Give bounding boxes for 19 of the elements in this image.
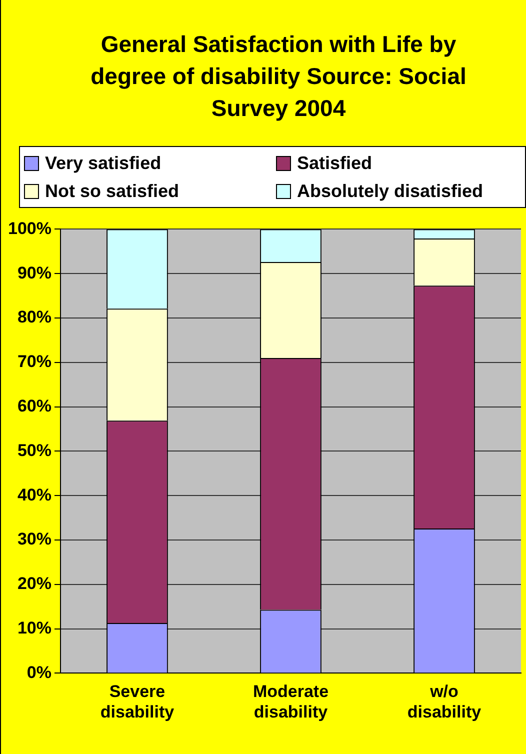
y-tick-label: 40% <box>17 485 52 504</box>
legend-label: Absolutely disatisfied <box>297 180 484 203</box>
y-tick-label: 90% <box>17 263 52 282</box>
y-tick-label: 100% <box>8 218 52 238</box>
y-tick-label: 30% <box>17 530 52 549</box>
x-tick-label: Moderate disability <box>252 682 329 722</box>
legend-label: Not so satisfied <box>45 180 180 203</box>
y-tick-label: 50% <box>17 440 52 460</box>
y-tick-label: 80% <box>17 308 52 327</box>
y-tick-label: 10% <box>17 618 52 638</box>
x-tick-label: w/o disability <box>407 682 482 722</box>
legend-label: Satisfied <box>297 152 372 175</box>
legend-label: Very satisfied <box>45 152 162 175</box>
y-tick-label: 0% <box>26 662 52 682</box>
y-tick-label: 20% <box>17 574 52 594</box>
y-tick-label: 60% <box>17 396 52 416</box>
y-tick-label: 70% <box>17 352 52 372</box>
chart-title: General Satisfaction with Life by degree of disability Source: Social Survey 2004 <box>90 30 468 123</box>
x-tick-label: Severe disability <box>100 682 175 722</box>
